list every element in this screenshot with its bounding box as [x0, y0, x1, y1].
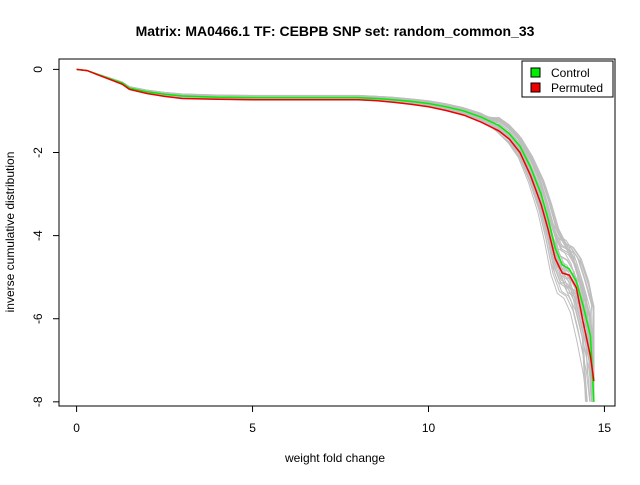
legend-label-control: Control: [551, 66, 590, 80]
legend: Control Permuted: [521, 60, 614, 98]
legend-label-permuted: Permuted: [551, 81, 603, 95]
x-tick-label: 15: [598, 421, 612, 435]
y-tick-label: -6: [31, 313, 45, 324]
y-tick-label: -8: [31, 396, 45, 407]
x-tick-label: 0: [73, 421, 80, 435]
x-tick-label: 5: [249, 421, 256, 435]
y-tick-label: 0: [31, 66, 45, 73]
y-tick-label: -2: [31, 147, 45, 158]
legend-swatch-permuted: [530, 82, 541, 93]
y-axis-label: inverse cumulative distribution: [3, 152, 17, 313]
x-axis-label: weight fold change: [284, 451, 385, 465]
x-tick-label: 10: [422, 421, 436, 435]
series-line-permuted: [76, 68, 595, 382]
y-tick-label: -4: [31, 230, 45, 241]
chart-title: Matrix: MA0466.1 TF: CEBPB SNP set: rand…: [136, 23, 535, 39]
legend-swatch-control: [530, 67, 541, 78]
y-axis: 0 -2 -4 -6 -8: [31, 66, 60, 407]
series-lines-group: [76, 68, 595, 402]
x-axis: 0 5 10 15: [73, 405, 612, 435]
series-line-control: [76, 68, 595, 402]
background-permutation-line: [76, 68, 586, 402]
